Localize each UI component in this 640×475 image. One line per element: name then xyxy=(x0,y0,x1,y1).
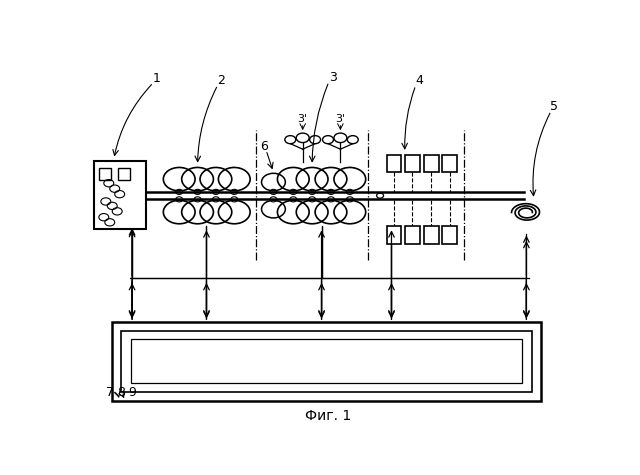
Text: 9: 9 xyxy=(128,386,136,399)
Text: 6: 6 xyxy=(260,140,268,153)
Bar xyxy=(424,155,438,172)
Bar xyxy=(387,226,401,244)
Text: 5: 5 xyxy=(550,100,557,113)
Bar xyxy=(131,339,522,383)
Text: 3': 3' xyxy=(298,114,308,124)
Bar xyxy=(405,155,420,172)
Bar xyxy=(424,226,438,244)
Bar xyxy=(442,226,457,244)
Bar xyxy=(112,322,541,401)
Text: 4: 4 xyxy=(416,74,424,87)
Bar xyxy=(121,332,532,392)
Bar xyxy=(94,161,146,229)
Text: 1: 1 xyxy=(153,73,161,86)
Bar xyxy=(118,168,130,180)
Text: 8: 8 xyxy=(117,386,125,399)
Text: 3: 3 xyxy=(329,71,337,84)
Bar xyxy=(405,226,420,244)
Text: Фиг. 1: Фиг. 1 xyxy=(305,409,351,423)
Text: 2: 2 xyxy=(218,74,225,87)
Text: 7: 7 xyxy=(106,386,114,399)
Bar xyxy=(99,168,111,180)
Bar xyxy=(387,155,401,172)
Text: 3': 3' xyxy=(335,114,346,124)
Bar xyxy=(442,155,457,172)
